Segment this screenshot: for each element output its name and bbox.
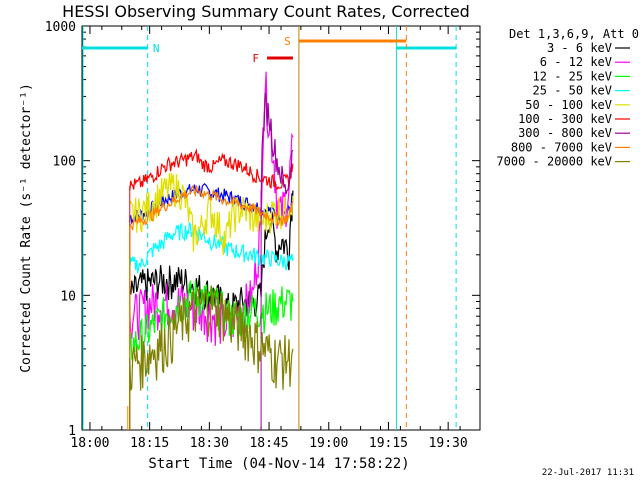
x-tick-label: 18:15 (130, 436, 169, 451)
chart-title: HESSI Observing Summary Count Rates, Cor… (62, 2, 470, 21)
series-line-300-800-kev (260, 92, 294, 205)
legend-entry-label: 7000 - 20000 keV (496, 155, 612, 169)
series-line-7000-20000-kev (129, 285, 294, 391)
series-line-6-12-kev (129, 71, 294, 346)
y-tick-label: 10 (60, 289, 76, 304)
legend-entry-label: 50 - 100 keV (525, 98, 612, 112)
flare-flag-label: F (252, 52, 259, 65)
x-axis: 18:00 18:15 18:30 18:45 19:00 19:15 19:30 (70, 26, 481, 451)
series-line-100-300-kev (129, 148, 294, 191)
flag-bars: N S F (82, 26, 457, 430)
legend-entry-label: 3 - 6 keV (547, 41, 612, 55)
saa-flag-label: S (284, 35, 291, 48)
footer-date: 22-Jul-2017 11:31 (542, 468, 634, 478)
y-tick-label: 100 (53, 155, 76, 170)
legend-entry-label: 300 - 800 keV (518, 126, 612, 140)
series-line-25-50-kev (129, 222, 294, 274)
x-tick-label: 18:45 (249, 436, 288, 451)
legend-entry-label: 6 - 12 keV (540, 55, 612, 69)
x-tick-label: 18:00 (70, 436, 109, 451)
y-tick-label: 1 (68, 424, 76, 439)
legend-header: Det 1,3,6,9, Att 0 (509, 27, 639, 41)
x-tick-label: 18:30 (190, 436, 229, 451)
x-tick-label: 19:00 (309, 436, 348, 451)
legend-entry-label: 12 - 25 keV (533, 69, 612, 83)
legend-entry-label: 100 - 300 keV (518, 112, 612, 126)
x-tick-label: 19:30 (429, 436, 468, 451)
x-tick-label: 19:15 (369, 436, 408, 451)
y-tick-label: 1000 (45, 20, 76, 35)
series-lines (129, 71, 294, 430)
y-axis: 1 10 100 1000 (45, 20, 480, 439)
legend-entry-label: 25 - 50 keV (533, 84, 612, 98)
x-axis-label: Start Time (04-Nov-14 17:58:22) (148, 456, 409, 472)
night-flag-label: N (153, 42, 160, 55)
series-line-800-7000-kev (129, 184, 294, 231)
y-axis-label: Corrected Count Rate (s⁻¹ detector⁻¹) (19, 83, 34, 373)
legend-entry-label: 800 - 7000 keV (511, 140, 612, 154)
